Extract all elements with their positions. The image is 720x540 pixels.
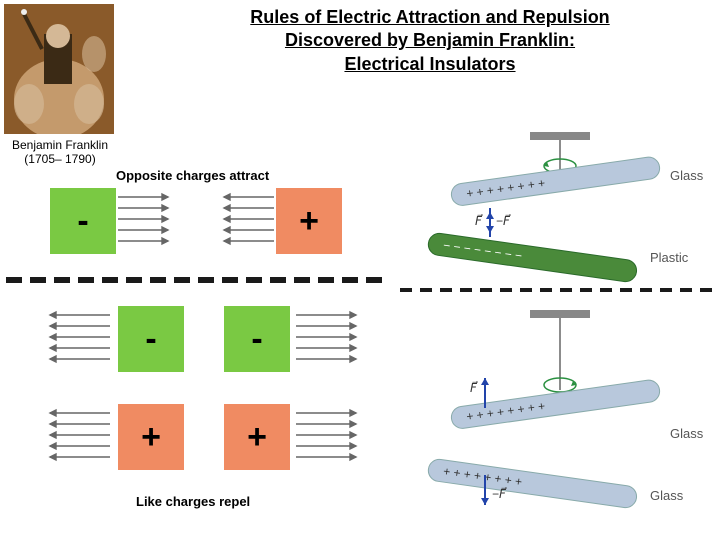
arrows-right-2 bbox=[292, 310, 364, 368]
arrows-right-1 bbox=[118, 192, 178, 250]
arrows-right-3 bbox=[292, 408, 364, 466]
arrows-left-3 bbox=[42, 408, 114, 466]
title-line3: Electrical Insulators bbox=[344, 54, 515, 74]
charge-pos-3b: + bbox=[224, 404, 290, 470]
franklin-portrait bbox=[4, 4, 114, 134]
rod-diagram: + + + + + + + + Glass F⃗ −F⃗ − − − − − −… bbox=[400, 130, 715, 530]
charge-neg-1: - bbox=[50, 188, 116, 254]
svg-text:F⃗: F⃗ bbox=[475, 214, 483, 228]
svg-text:Glass: Glass bbox=[670, 426, 704, 441]
slide-title: Rules of Electric Attraction and Repulsi… bbox=[160, 6, 700, 76]
caption-name: Benjamin Franklin bbox=[0, 138, 120, 152]
portrait-caption: Benjamin Franklin (1705– 1790) bbox=[0, 138, 120, 167]
svg-text:−F⃗: −F⃗ bbox=[492, 487, 507, 501]
rod-svg: + + + + + + + + Glass F⃗ −F⃗ − − − − − −… bbox=[400, 130, 715, 530]
svg-text:F⃗: F⃗ bbox=[470, 381, 478, 395]
title-line1: Rules of Electric Attraction and Repulsi… bbox=[250, 7, 609, 27]
label-like-repel: Like charges repel bbox=[136, 494, 250, 509]
charge-neg-2a: - bbox=[118, 306, 184, 372]
svg-text:Plastic: Plastic bbox=[650, 250, 689, 265]
charge-diagram: Opposite charges attract - + - - bbox=[6, 168, 390, 530]
label-opposite-attract: Opposite charges attract bbox=[116, 168, 269, 183]
svg-text:Glass: Glass bbox=[650, 488, 684, 503]
arrows-left-2 bbox=[42, 310, 114, 368]
charge-pos-3a: + bbox=[118, 404, 184, 470]
svg-text:−F⃗: −F⃗ bbox=[496, 214, 511, 228]
charge-pos-1: + bbox=[276, 188, 342, 254]
caption-dates: (1705– 1790) bbox=[0, 152, 120, 166]
arrows-left-1 bbox=[214, 192, 274, 250]
title-line2: Discovered by Benjamin Franklin: bbox=[285, 30, 575, 50]
svg-text:Glass: Glass bbox=[670, 168, 704, 183]
charge-neg-2b: - bbox=[224, 306, 290, 372]
divider-dashes bbox=[6, 273, 390, 287]
